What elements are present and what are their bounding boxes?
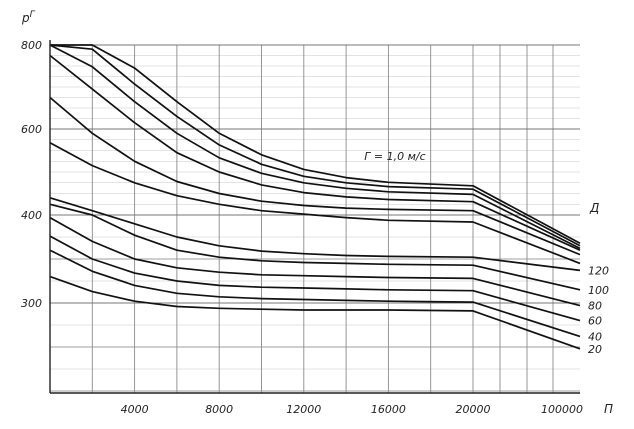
y-axis-label: pГ [21,10,36,25]
series-curve-unlabeled-10 [49,44,581,247]
annotation-label: Г = 1,0 м/с [364,150,425,163]
series-curve-unlabeled-11 [50,44,581,244]
series-curve-100 [49,203,581,291]
y-tick-label: 600 [21,123,42,136]
x-tick-label: 8000 [205,403,233,416]
y-tick-label: 800 [21,39,42,52]
x-tick-label: 4000 [121,403,149,416]
series-label-20: 20 [588,343,602,356]
series-curve-40 [49,249,581,338]
series-curve-120 [49,196,581,272]
x-tick-label: 16000 [371,403,406,416]
series-label-40: 40 [588,330,602,343]
series-label-60: 60 [588,315,602,328]
series-curve-unlabeled-8 [49,54,581,251]
series-label-80: 80 [588,300,602,313]
y-tick-label: 400 [21,209,42,222]
x-axis-label: П [604,402,613,416]
series-curve-60 [49,235,581,322]
series-curve-20 [49,275,581,350]
series-label-120: 120 [588,264,609,277]
y-tick-label: 300 [21,297,42,310]
x-tick-label: 20000 [456,403,491,416]
legend-title: Д [589,201,599,215]
x-tick-label: 100000 [541,403,583,416]
series-curve-unlabeled-9 [49,44,581,250]
series-curve-unlabeled-6 [49,142,581,265]
x-tick-label: 12000 [286,403,321,416]
series-label-100: 100 [588,284,609,297]
series-curve-unlabeled-7 [49,96,581,256]
labels: 800 600 400 300 4000 8000 12000 16000 20000 10000… [21,10,613,416]
series-curve-80 [49,216,581,307]
curves [49,44,581,350]
axes [49,40,580,394]
